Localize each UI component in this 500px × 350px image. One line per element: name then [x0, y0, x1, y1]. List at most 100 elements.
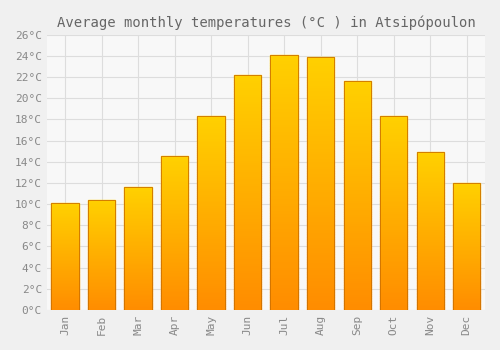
Bar — [453, 262, 480, 263]
Bar — [198, 227, 225, 229]
Bar — [161, 235, 188, 236]
Bar — [88, 267, 116, 268]
Bar — [270, 60, 298, 63]
Bar — [161, 195, 188, 196]
Bar — [344, 230, 371, 232]
Bar — [344, 111, 371, 113]
Bar — [161, 284, 188, 285]
Bar — [198, 296, 225, 298]
Bar — [344, 116, 371, 118]
Bar — [270, 126, 298, 129]
Bar — [453, 216, 480, 217]
Bar — [453, 190, 480, 192]
Bar — [161, 213, 188, 215]
Bar — [198, 190, 225, 192]
Bar — [416, 242, 444, 244]
Bar — [380, 165, 407, 167]
Bar — [52, 256, 79, 257]
Bar — [270, 152, 298, 154]
Bar — [161, 272, 188, 273]
Bar — [380, 190, 407, 192]
Bar — [270, 295, 298, 297]
Bar — [307, 92, 334, 95]
Bar — [453, 309, 480, 310]
Bar — [198, 170, 225, 173]
Bar — [198, 157, 225, 159]
Bar — [52, 282, 79, 283]
Bar — [270, 200, 298, 203]
Bar — [270, 88, 298, 91]
Bar — [198, 116, 225, 118]
Bar — [270, 68, 298, 70]
Bar — [453, 249, 480, 250]
Bar — [453, 281, 480, 282]
Bar — [52, 243, 79, 244]
Bar — [453, 267, 480, 268]
Bar — [198, 141, 225, 144]
Bar — [307, 183, 334, 186]
Bar — [344, 200, 371, 203]
Bar — [234, 103, 262, 106]
Bar — [270, 175, 298, 177]
Bar — [234, 279, 262, 282]
Bar — [161, 267, 188, 268]
Bar — [380, 271, 407, 273]
Bar — [380, 267, 407, 269]
Bar — [380, 126, 407, 128]
Bar — [161, 170, 188, 172]
Bar — [307, 264, 334, 267]
Bar — [453, 239, 480, 240]
Bar — [161, 164, 188, 166]
Bar — [416, 211, 444, 212]
Bar — [234, 141, 262, 143]
Bar — [453, 296, 480, 297]
Bar — [124, 195, 152, 196]
Bar — [416, 187, 444, 189]
Bar — [270, 274, 298, 277]
Bar — [161, 296, 188, 297]
Bar — [52, 288, 79, 289]
Bar — [198, 242, 225, 244]
Bar — [416, 294, 444, 296]
Bar — [52, 207, 79, 208]
Bar — [453, 260, 480, 262]
Bar — [270, 256, 298, 259]
Bar — [88, 257, 116, 258]
Bar — [380, 167, 407, 169]
Bar — [198, 277, 225, 279]
Bar — [52, 234, 79, 235]
Bar — [416, 160, 444, 162]
Bar — [380, 176, 407, 178]
Bar — [380, 144, 407, 145]
Bar — [124, 300, 152, 301]
Bar — [270, 142, 298, 144]
Bar — [270, 188, 298, 190]
Bar — [380, 302, 407, 304]
Bar — [88, 271, 116, 273]
Bar — [270, 167, 298, 170]
Bar — [453, 275, 480, 277]
Bar — [380, 294, 407, 296]
Bar — [344, 221, 371, 223]
Bar — [88, 252, 116, 253]
Bar — [380, 136, 407, 138]
Bar — [307, 128, 334, 130]
Bar — [88, 281, 116, 282]
Bar — [344, 175, 371, 177]
Bar — [124, 196, 152, 197]
Bar — [234, 204, 262, 206]
Bar — [344, 82, 371, 84]
Bar — [124, 231, 152, 233]
Bar — [416, 262, 444, 264]
Bar — [453, 299, 480, 300]
Bar — [270, 111, 298, 113]
Bar — [234, 178, 262, 181]
Bar — [198, 221, 225, 223]
Bar — [124, 217, 152, 218]
Bar — [52, 262, 79, 263]
Bar — [52, 238, 79, 239]
Bar — [124, 188, 152, 190]
Bar — [52, 253, 79, 254]
Bar — [453, 241, 480, 243]
Bar — [307, 247, 334, 249]
